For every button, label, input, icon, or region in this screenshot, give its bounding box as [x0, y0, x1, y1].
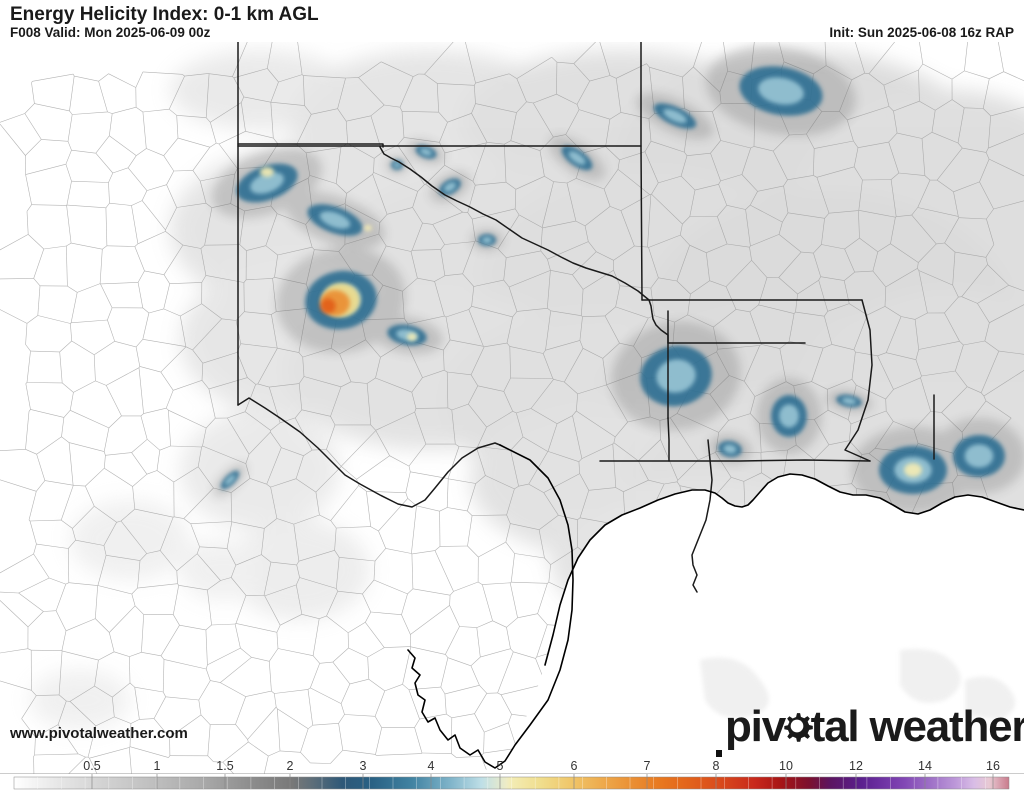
svg-text:1.5: 1.5	[216, 759, 233, 773]
svg-text:16: 16	[986, 759, 1000, 773]
svg-text:14: 14	[918, 759, 932, 773]
svg-text:2: 2	[287, 759, 294, 773]
svg-text:pivotal weather: pivotal weather	[725, 702, 1024, 751]
svg-text:F008 Valid: Mon 2025-06-09 00z: F008 Valid: Mon 2025-06-09 00z	[10, 25, 211, 40]
svg-text:0.5: 0.5	[83, 759, 100, 773]
svg-text:8: 8	[713, 759, 720, 773]
svg-text:12: 12	[849, 759, 863, 773]
svg-text:www.pivotalweather.com: www.pivotalweather.com	[9, 725, 188, 742]
svg-text:Energy Helicity Index: 0-1 km: Energy Helicity Index: 0-1 km AGL	[10, 4, 319, 25]
svg-text:Init: Sun 2025-06-08 16z RAP: Init: Sun 2025-06-08 16z RAP	[829, 25, 1014, 40]
svg-text:4: 4	[428, 759, 435, 773]
svg-text:3: 3	[360, 759, 367, 773]
svg-text:10: 10	[779, 759, 793, 773]
svg-text:5: 5	[497, 759, 504, 773]
svg-text:1: 1	[154, 759, 161, 773]
svg-text:6: 6	[571, 759, 578, 773]
svg-text:7: 7	[644, 759, 651, 773]
